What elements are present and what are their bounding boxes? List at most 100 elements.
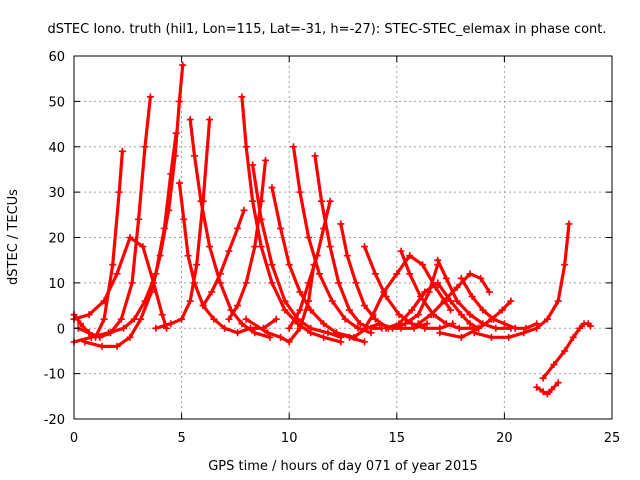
- data-point: [257, 243, 265, 251]
- data-point: [361, 324, 369, 332]
- series-29: [533, 379, 562, 398]
- data-point: [206, 116, 214, 124]
- data-point: [305, 234, 313, 241]
- data-point: [419, 261, 427, 269]
- data-point: [146, 93, 154, 101]
- data-point: [186, 116, 194, 124]
- data-point: [569, 333, 577, 341]
- x-tick-label: 0: [70, 431, 78, 446]
- data-point: [457, 333, 465, 341]
- series-15: [290, 143, 375, 337]
- y-tick-label: 30: [48, 186, 65, 201]
- data-point: [586, 322, 594, 330]
- data-point: [277, 224, 285, 232]
- data-point: [135, 215, 143, 223]
- data-point: [175, 97, 183, 105]
- data-point: [520, 329, 528, 337]
- series-11: [225, 156, 270, 323]
- data-point: [361, 243, 369, 251]
- data-point: [109, 261, 117, 269]
- data-point: [453, 297, 461, 305]
- data-point: [175, 179, 183, 187]
- data-point: [320, 224, 328, 232]
- data-point: [479, 306, 487, 314]
- series-17: [285, 197, 334, 332]
- data-point: [550, 361, 558, 369]
- series-line: [72, 149, 125, 339]
- data-point: [466, 270, 474, 278]
- y-tick-label: 40: [48, 141, 65, 156]
- data-point: [139, 243, 147, 251]
- data-point: [548, 386, 556, 394]
- data-point: [487, 315, 495, 323]
- data-point: [251, 243, 259, 251]
- data-point: [76, 320, 84, 328]
- series-line: [72, 131, 178, 344]
- data-point: [197, 197, 205, 205]
- data-point: [333, 329, 341, 337]
- data-point: [113, 270, 121, 278]
- y-tick-label: 20: [48, 232, 65, 247]
- data-point: [152, 324, 160, 332]
- x-tick-label: 10: [281, 431, 298, 446]
- data-point: [335, 279, 343, 287]
- data-point: [85, 311, 93, 319]
- data-point: [234, 329, 242, 337]
- data-point: [406, 270, 414, 278]
- series-line: [291, 145, 373, 335]
- data-point: [296, 324, 304, 332]
- data-point: [199, 302, 207, 310]
- data-point: [191, 152, 199, 160]
- y-tick-label: 0: [57, 322, 65, 337]
- data-point: [475, 324, 483, 332]
- data-point: [100, 315, 108, 323]
- data-point: [470, 329, 478, 337]
- series-line: [201, 208, 246, 308]
- series-8: [186, 116, 274, 341]
- series-5: [70, 129, 180, 346]
- series-26: [457, 274, 541, 332]
- data-point: [315, 270, 323, 278]
- series-9: [199, 206, 248, 310]
- series-line: [459, 276, 539, 330]
- series-16: [311, 152, 386, 332]
- data-point: [414, 320, 422, 328]
- data-point: [277, 333, 285, 341]
- series-25: [414, 270, 493, 328]
- data-point: [305, 297, 313, 305]
- data-point: [408, 306, 416, 314]
- y-axis-label: dSTEC / TECUs: [6, 189, 21, 285]
- data-point: [328, 297, 336, 305]
- grid: [74, 56, 612, 419]
- data-point: [505, 333, 513, 341]
- data-point: [242, 315, 250, 323]
- data-point: [210, 315, 218, 323]
- data-point: [85, 329, 93, 337]
- data-point: [115, 188, 123, 196]
- data-point: [264, 329, 272, 337]
- data-point: [434, 256, 442, 264]
- data-point: [343, 252, 351, 260]
- data-point: [179, 61, 187, 69]
- data-point: [434, 279, 442, 287]
- data-point: [320, 333, 328, 341]
- data-point: [421, 288, 429, 296]
- data-point: [307, 324, 315, 332]
- data-point: [442, 320, 450, 328]
- data-point: [421, 324, 429, 332]
- data-point: [172, 129, 180, 137]
- data-point: [141, 143, 149, 151]
- data-point: [242, 279, 250, 287]
- data-point: [104, 329, 112, 337]
- data-point: [337, 220, 345, 228]
- data-point: [401, 320, 409, 328]
- data-point: [361, 338, 369, 346]
- data-point: [447, 306, 455, 314]
- data-point: [167, 320, 175, 328]
- data-point: [326, 197, 334, 205]
- data-point: [320, 320, 328, 328]
- series-19: [333, 261, 442, 341]
- data-point: [206, 243, 214, 251]
- series-line: [240, 95, 343, 344]
